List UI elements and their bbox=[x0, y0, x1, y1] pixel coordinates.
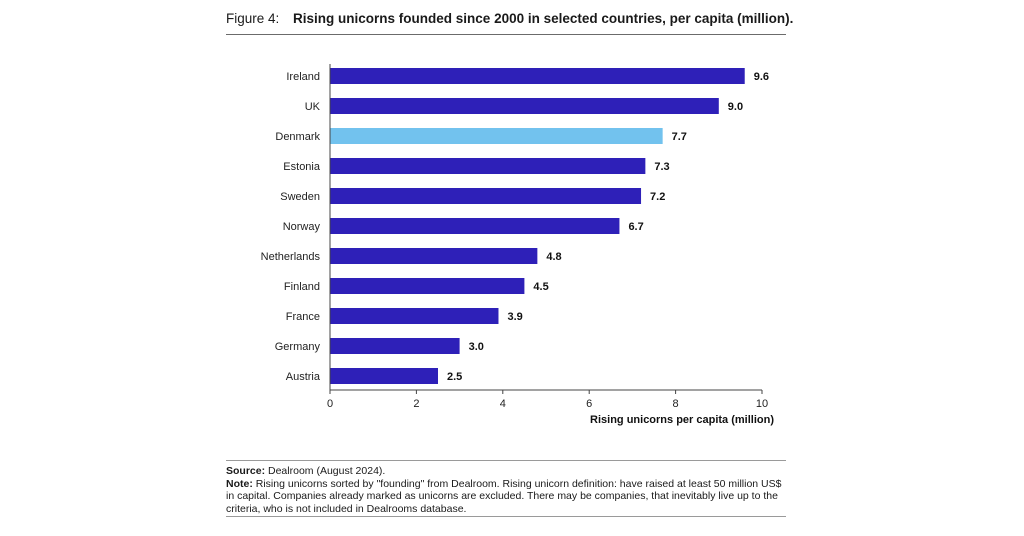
value-label: 7.7 bbox=[672, 131, 687, 143]
bar-austria bbox=[330, 368, 438, 384]
source-label: Source: bbox=[226, 465, 266, 477]
x-tick-label: 8 bbox=[673, 398, 679, 410]
bar-norway bbox=[330, 218, 620, 234]
note-text: Rising unicorns sorted by "founding" fro… bbox=[226, 477, 782, 515]
bar-germany bbox=[330, 338, 460, 354]
x-tick-label: 4 bbox=[500, 398, 506, 410]
bar-denmark bbox=[330, 128, 663, 144]
note-line: Note: Rising unicorns sorted by "foundin… bbox=[226, 478, 786, 516]
bar-france bbox=[330, 308, 499, 324]
value-label: 7.3 bbox=[654, 161, 669, 173]
category-label: Austria bbox=[286, 371, 321, 383]
value-label: 9.0 bbox=[728, 101, 743, 113]
value-label: 4.8 bbox=[546, 251, 561, 263]
footer-rule bbox=[226, 516, 786, 517]
category-label: UK bbox=[305, 101, 321, 113]
value-label: 9.6 bbox=[754, 71, 769, 83]
figure-footer: Source: Dealroom (August 2024). Note: Ri… bbox=[226, 460, 786, 515]
x-tick-label: 10 bbox=[756, 398, 768, 410]
category-label: Germany bbox=[275, 341, 321, 353]
bar-uk bbox=[330, 98, 719, 114]
value-label: 3.9 bbox=[507, 311, 522, 323]
bar-ireland bbox=[330, 68, 745, 84]
figure-header: Figure 4: Rising unicorns founded since … bbox=[226, 8, 793, 35]
x-axis: 0 2 4 6 8 10 Rising unicorns per capita (milli… bbox=[327, 64, 774, 426]
value-label: 7.2 bbox=[650, 191, 665, 203]
bar-sweden bbox=[330, 188, 642, 204]
category-label: Finland bbox=[284, 281, 320, 293]
category-label: Ireland bbox=[286, 71, 320, 83]
value-label: 3.0 bbox=[469, 341, 484, 353]
category-label: Netherlands bbox=[261, 251, 321, 263]
bar-estonia bbox=[330, 158, 646, 174]
x-tick-label: 0 bbox=[327, 398, 333, 410]
category-label: Norway bbox=[283, 221, 321, 233]
x-tick-label: 2 bbox=[413, 398, 419, 410]
figure-label: Figure 4: bbox=[226, 11, 280, 26]
value-label: 2.5 bbox=[447, 371, 462, 383]
note-label: Note: bbox=[226, 477, 253, 490]
figure-title: Rising unicorns founded since 2000 in se… bbox=[293, 11, 794, 26]
category-label: Denmark bbox=[275, 131, 320, 143]
source-text: Dealroom (August 2024). bbox=[265, 465, 386, 477]
value-label: 6.7 bbox=[628, 221, 643, 233]
bars-group: Ireland 9.6 UK 9.0 Denmark 7.7 Estonia 7.3 Swede… bbox=[261, 68, 769, 384]
category-label: Sweden bbox=[280, 191, 320, 203]
bar-chart: Ireland 9.6 UK 9.0 Denmark 7.7 Estonia 7.3 Swede… bbox=[261, 64, 774, 426]
source-line: Source: Dealroom (August 2024). bbox=[226, 465, 786, 478]
x-tick-label: 6 bbox=[586, 398, 592, 410]
x-axis-title: Rising unicorns per capita (million) bbox=[590, 414, 774, 426]
bar-finland bbox=[330, 278, 525, 294]
category-label: France bbox=[286, 311, 320, 323]
category-label: Estonia bbox=[283, 161, 321, 173]
bar-netherlands bbox=[330, 248, 538, 264]
value-label: 4.5 bbox=[533, 281, 548, 293]
